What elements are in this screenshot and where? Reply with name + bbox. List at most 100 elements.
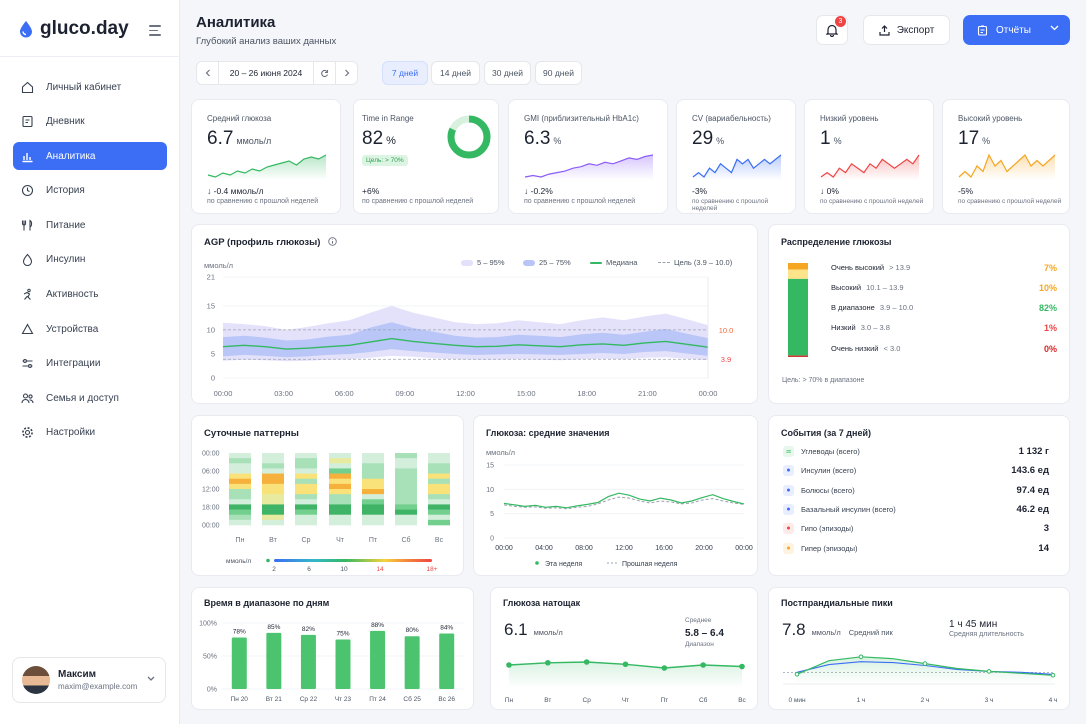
app-logo[interactable]: gluco.day (18, 18, 129, 40)
postprandial-duration: 1 ч 45 мин (949, 619, 998, 630)
postprandial-duration-sub: Средняя длительность (949, 631, 1024, 638)
sidebar-item-2[interactable]: Аналитика (13, 142, 167, 171)
kpi-label: Средний глюкоза (207, 114, 272, 123)
kpi-compare: по сравнению с прошлой неделей (958, 198, 1062, 205)
fasting-point (661, 665, 668, 671)
sidebar-item-label: Устройства (46, 323, 99, 335)
distribution-range: 3.9 – 10.0 (879, 303, 914, 312)
heat-cell (428, 494, 450, 500)
basal-icon: ● (783, 504, 794, 515)
heat-cell (295, 499, 317, 505)
sidebar-item-3[interactable]: История (13, 177, 167, 205)
period-tab-3[interactable]: 90 дней (535, 61, 582, 85)
date-range-label[interactable]: 20 – 26 июня 2024 (229, 68, 303, 78)
distribution-range: < 3.0 (883, 344, 901, 353)
fasting-card: Глюкоза натощак 6.1 ммоль/л Среднее 5.8 –… (490, 587, 758, 710)
fasting-point (506, 662, 512, 668)
agp-band-25-75 (223, 322, 708, 358)
heat-cell (395, 519, 417, 526)
tir-bar (439, 633, 455, 689)
day-label: Вт (269, 537, 277, 544)
y-tick: 00:00 (202, 523, 220, 530)
patterns-card: Суточные паттерны 00:00 06:00 12:00 18:00 00… (191, 415, 464, 576)
postprandial-value: 7.8 ммоль/л Средний пик (782, 620, 893, 639)
bar-label: 82% (302, 626, 315, 633)
y-tick: 0% (207, 687, 217, 694)
export-button[interactable]: Экспорт (863, 15, 950, 45)
fasting-point (700, 662, 706, 668)
y-tick: 5 (211, 349, 215, 358)
heat-cell (362, 458, 384, 464)
prev-range-button[interactable] (197, 62, 219, 84)
agp-legend-median: Медиана (590, 258, 637, 267)
kpi-value: 82% (362, 128, 396, 149)
postprandial-point (986, 669, 992, 674)
distribution-label: В диапазоне (831, 303, 875, 312)
next-range-button[interactable] (335, 62, 357, 84)
event-value: 97.4 ед (1016, 485, 1049, 496)
x-tick: 12:00 (615, 545, 633, 552)
heat-cell (329, 473, 351, 480)
bar-label: 80% (406, 627, 419, 634)
upload-icon (879, 24, 890, 36)
sidebar-item-4[interactable]: Питание (13, 211, 167, 239)
family-icon (21, 393, 34, 403)
reports-button[interactable]: Отчёты (963, 15, 1070, 45)
heat-cell (229, 458, 251, 464)
sidebar-item-9[interactable]: Семья и доступ (13, 384, 167, 412)
distribution-label: Высокий (831, 283, 862, 292)
x-tick: 06:00 (335, 389, 354, 398)
event-value: 1 132 г (1018, 446, 1049, 457)
averages-card: Глюкоза: средние значения ммоль/л 15 10 5 0… (473, 415, 758, 576)
heat-cell (295, 453, 317, 459)
notifications-button[interactable]: 3 (816, 15, 848, 45)
heat-cell (295, 494, 317, 500)
event-value: 14 (1038, 543, 1049, 554)
legend-this-week: Эта неделя (545, 561, 582, 568)
y-tick: 0 (211, 374, 215, 383)
gear-icon (22, 427, 33, 439)
kpi-card-4: Низкий уровень 1% ↓ 0% по сравнению с прошл… (804, 99, 934, 214)
menu-toggle-icon[interactable] (149, 25, 161, 36)
kpi-card-3: CV (вариабельность) 29% -3% по сравнению с … (676, 99, 796, 214)
heat-cell (329, 489, 351, 495)
sidebar-item-6[interactable]: Активность (13, 281, 167, 309)
heat-cell (428, 483, 450, 490)
event-label: Гипер (эпизоды) (801, 544, 858, 553)
distribution-row: В диапазоне 3.9 – 10.0 82% (831, 303, 1057, 313)
sidebar-item-10[interactable]: Настройки (13, 419, 167, 447)
export-label: Экспорт (896, 24, 935, 36)
kpi-delta: ↓ 0% (820, 186, 839, 196)
heat-cell (362, 468, 384, 474)
heat-cell (362, 453, 384, 459)
user-card[interactable]: Максим maxim@example.com (12, 657, 166, 703)
chevron-down-icon[interactable] (147, 676, 155, 682)
sidebar-item-label: Семья и доступ (46, 392, 119, 404)
heat-cell (262, 509, 284, 516)
period-tab-0[interactable]: 7 дней (382, 61, 428, 85)
heat-cell (428, 458, 450, 464)
distribution-range: 3.0 – 3.8 (860, 323, 890, 332)
info-icon[interactable] (328, 237, 337, 246)
events-card: События (за 7 дней) ♒ Углеводы (всего) 1 1… (768, 415, 1070, 576)
period-tab-2[interactable]: 30 дней (484, 61, 531, 85)
tir-days-chart: 100% 50% 0% 78% Пн 20 85% Вт 21 82% Ср 22 75% Чт 2… (199, 621, 464, 703)
refresh-button[interactable] (313, 62, 335, 84)
integrations-icon (22, 359, 33, 369)
kpi-value: 6.7 ммоль/л (207, 128, 272, 149)
period-tab-1[interactable]: 14 дней (431, 61, 480, 85)
sidebar-item-8[interactable]: Интеграции (13, 350, 167, 378)
sidebar-item-1[interactable]: Дневник (13, 108, 167, 136)
legend-swatch (590, 261, 602, 264)
bolus-icon: ● (783, 485, 794, 496)
sidebar-item-0[interactable]: Личный кабинет (13, 73, 167, 101)
tir-bar (370, 630, 386, 689)
tir-bar (300, 634, 316, 689)
heat-cell (362, 483, 384, 490)
sidebar-item-7[interactable]: Устройства (13, 315, 167, 343)
sidebar-item-5[interactable]: Инсулин (13, 246, 167, 274)
fasting-chart: Пн Вт Ср Чт Пт Сб Вс (505, 659, 747, 704)
event-row: ♒ Углеводы (всего) 1 132 г (783, 446, 1049, 457)
bar-label: 84% (440, 625, 453, 632)
